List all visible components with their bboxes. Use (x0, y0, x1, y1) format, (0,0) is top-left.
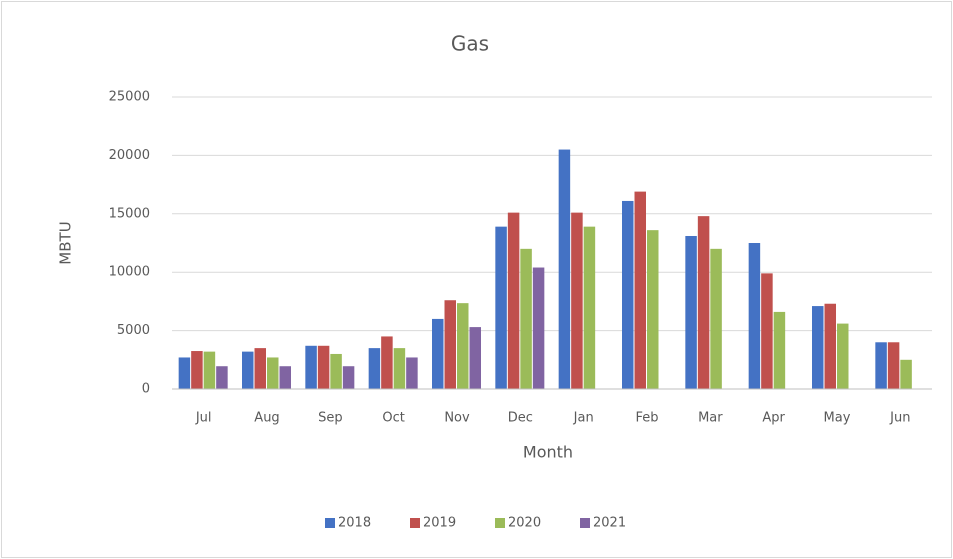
bar (773, 311, 786, 389)
legend-label: 2021 (593, 516, 626, 531)
bar (837, 323, 849, 389)
bar (393, 348, 406, 389)
bar (875, 342, 887, 389)
bar (178, 357, 191, 389)
x-tick-label: Mar (698, 411, 723, 426)
bar (203, 351, 216, 389)
x-tick-label: May (824, 411, 851, 426)
bar (685, 235, 697, 389)
legend-swatch (580, 518, 590, 528)
bar (495, 226, 507, 389)
bar (406, 357, 418, 389)
legend-swatch (325, 518, 335, 528)
x-tick-label: Sep (318, 411, 343, 426)
bar (887, 342, 900, 389)
bar (444, 300, 456, 389)
bar (812, 306, 824, 389)
bar (634, 191, 646, 389)
chart-title: Gas (451, 32, 489, 56)
bar (330, 353, 342, 389)
bar (342, 366, 355, 389)
x-tick-label: Jan (573, 411, 594, 426)
y-tick-label: 15000 (109, 206, 150, 221)
bar (748, 243, 761, 389)
bar (267, 357, 279, 389)
bar (368, 348, 381, 389)
bar (216, 366, 228, 389)
bar (457, 303, 469, 389)
bar (710, 248, 722, 389)
x-tick-label: Jul (195, 411, 212, 426)
bar (583, 226, 596, 389)
bar (432, 318, 444, 389)
bar (254, 348, 266, 389)
bar (532, 267, 545, 389)
bar (571, 212, 583, 389)
legend-label: 2019 (423, 516, 456, 531)
x-tick-label: Oct (382, 411, 404, 426)
x-axis-label: Month (523, 443, 573, 462)
bar (305, 345, 317, 389)
x-tick-label: Feb (635, 411, 658, 426)
bar (647, 230, 659, 389)
bar (469, 327, 481, 389)
legend-label: 2018 (338, 516, 371, 531)
bar (558, 149, 571, 389)
legend-swatch (495, 518, 505, 528)
legend-swatch (410, 518, 420, 528)
bar (520, 248, 532, 389)
y-tick-label: 20000 (109, 148, 150, 163)
bar (381, 336, 393, 389)
bar (191, 351, 203, 389)
bar (697, 216, 710, 389)
bar (900, 359, 912, 389)
x-tick-label: Jun (889, 411, 910, 426)
y-tick-label: 10000 (109, 265, 150, 280)
bar (279, 366, 291, 389)
y-tick-label: 0 (142, 382, 150, 397)
y-axis-label: MBTU (57, 221, 75, 264)
x-tick-label: Aug (254, 411, 279, 426)
bar (507, 212, 520, 389)
bar (761, 273, 773, 389)
bar (242, 351, 254, 389)
x-tick-label: Dec (508, 411, 533, 426)
legend-label: 2020 (508, 516, 541, 531)
x-tick-label: Apr (762, 411, 785, 426)
bar (622, 200, 634, 389)
bar (824, 303, 836, 389)
y-tick-label: 25000 (109, 90, 150, 105)
x-tick-label: Nov (444, 411, 470, 426)
bar (317, 345, 330, 389)
y-tick-label: 5000 (117, 323, 150, 338)
